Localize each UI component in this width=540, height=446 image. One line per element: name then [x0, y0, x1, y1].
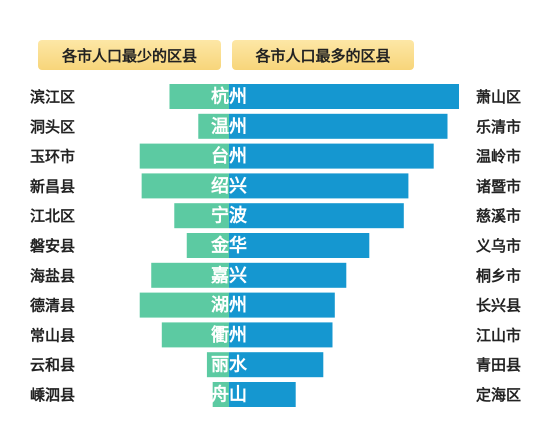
least-county-label-4: 新昌县	[30, 177, 75, 195]
most-county-label-2: 乐清市	[476, 118, 521, 136]
bar-least-8	[139, 292, 229, 318]
least-county-label-2: 洞头区	[30, 118, 75, 136]
most-county-label-1: 萧山区	[476, 88, 521, 106]
city-label-1: 杭州	[211, 86, 247, 108]
city-label-2: 温州	[211, 116, 247, 137]
header-most-populous: 各市人口最多的区县	[232, 40, 414, 70]
bar-least-6	[186, 233, 229, 258]
least-county-label-6: 磐安县	[29, 237, 75, 255]
bar-least-7	[151, 262, 229, 288]
city-label-5: 宁波	[211, 205, 248, 227]
bar-most-5	[229, 203, 404, 229]
bar-most-10	[229, 352, 324, 378]
least-county-label-11: 嵊泗县	[30, 386, 75, 404]
most-county-label-5: 慈溪市	[476, 207, 521, 225]
least-county-label-10: 云和县	[30, 356, 75, 374]
city-label-4: 绍兴	[211, 175, 247, 197]
bar-most-3	[229, 143, 434, 169]
bar-least-5	[174, 203, 229, 229]
least-county-label-5: 江北区	[30, 207, 75, 225]
most-county-label-3: 温岭市	[476, 148, 521, 166]
most-county-label-9: 江山市	[476, 326, 521, 344]
bar-least-4	[141, 173, 229, 199]
bar-most-6	[229, 233, 370, 258]
bar-most-7	[229, 262, 347, 288]
city-label-10: 丽水	[211, 354, 248, 376]
header-least-populous: 各市人口最少的区县	[38, 40, 221, 70]
bar-least-2	[198, 113, 229, 139]
most-county-label-8: 长兴县	[476, 297, 521, 315]
most-county-label-10: 青田县	[476, 356, 521, 374]
least-county-label-9: 常山县	[30, 326, 75, 344]
least-county-label-8: 德清县	[30, 297, 75, 315]
least-county-label-1: 滨江区	[30, 88, 75, 106]
most-county-label-7: 桐乡市	[476, 267, 521, 285]
most-county-label-6: 义乌市	[476, 237, 521, 255]
bar-least-3	[139, 143, 229, 169]
city-label-6: 金华	[210, 235, 247, 257]
city-label-11: 舟山	[211, 384, 247, 406]
bar-most-1	[229, 84, 459, 109]
bar-most-11	[229, 382, 296, 407]
bar-least-9	[161, 322, 229, 348]
least-county-label-3: 玉环市	[30, 148, 75, 166]
most-county-label-11: 定海区	[476, 386, 521, 404]
bar-least-1	[169, 84, 229, 109]
city-label-7: 嘉兴	[210, 265, 247, 286]
bar-least-11	[212, 382, 229, 407]
bar-most-9	[229, 322, 333, 348]
city-label-3: 台州	[211, 145, 247, 167]
bar-most-8	[229, 292, 335, 318]
bar-most-4	[229, 173, 409, 199]
city-label-9: 衢州	[211, 324, 247, 346]
bar-least-10	[206, 352, 229, 378]
bar-most-2	[229, 113, 448, 139]
most-county-label-4: 诸暨市	[476, 177, 521, 195]
city-label-8: 湖州	[211, 295, 247, 316]
least-county-label-7: 海盐县	[30, 267, 75, 285]
